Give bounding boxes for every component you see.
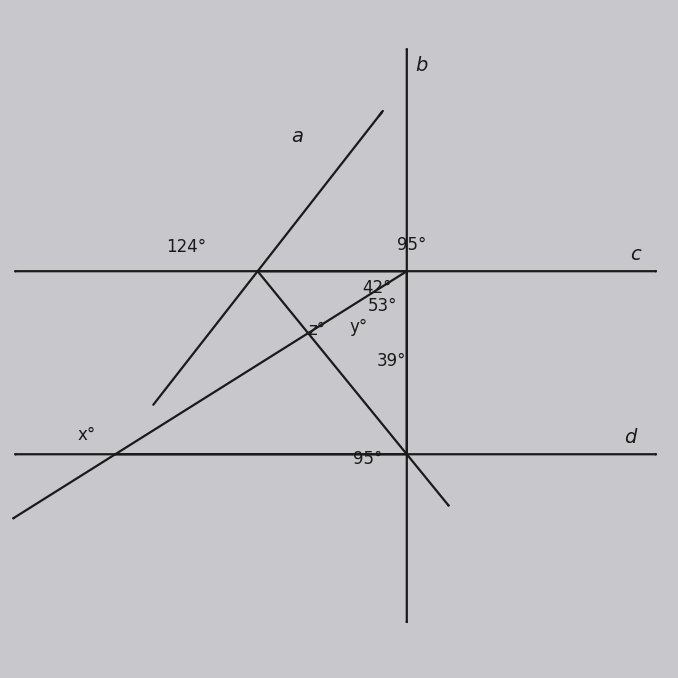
Text: b: b xyxy=(415,56,427,75)
Text: 42°: 42° xyxy=(363,279,393,297)
Text: 53°: 53° xyxy=(367,297,397,315)
Text: x°: x° xyxy=(78,426,96,444)
Text: 95°: 95° xyxy=(397,236,426,254)
Text: d: d xyxy=(624,428,636,447)
Text: a: a xyxy=(292,127,304,146)
Text: 39°: 39° xyxy=(376,351,406,370)
Text: z°: z° xyxy=(308,321,325,339)
Text: y°: y° xyxy=(349,317,367,336)
Text: 124°: 124° xyxy=(166,238,206,256)
Text: 95°: 95° xyxy=(353,450,382,468)
Text: c: c xyxy=(631,245,641,264)
